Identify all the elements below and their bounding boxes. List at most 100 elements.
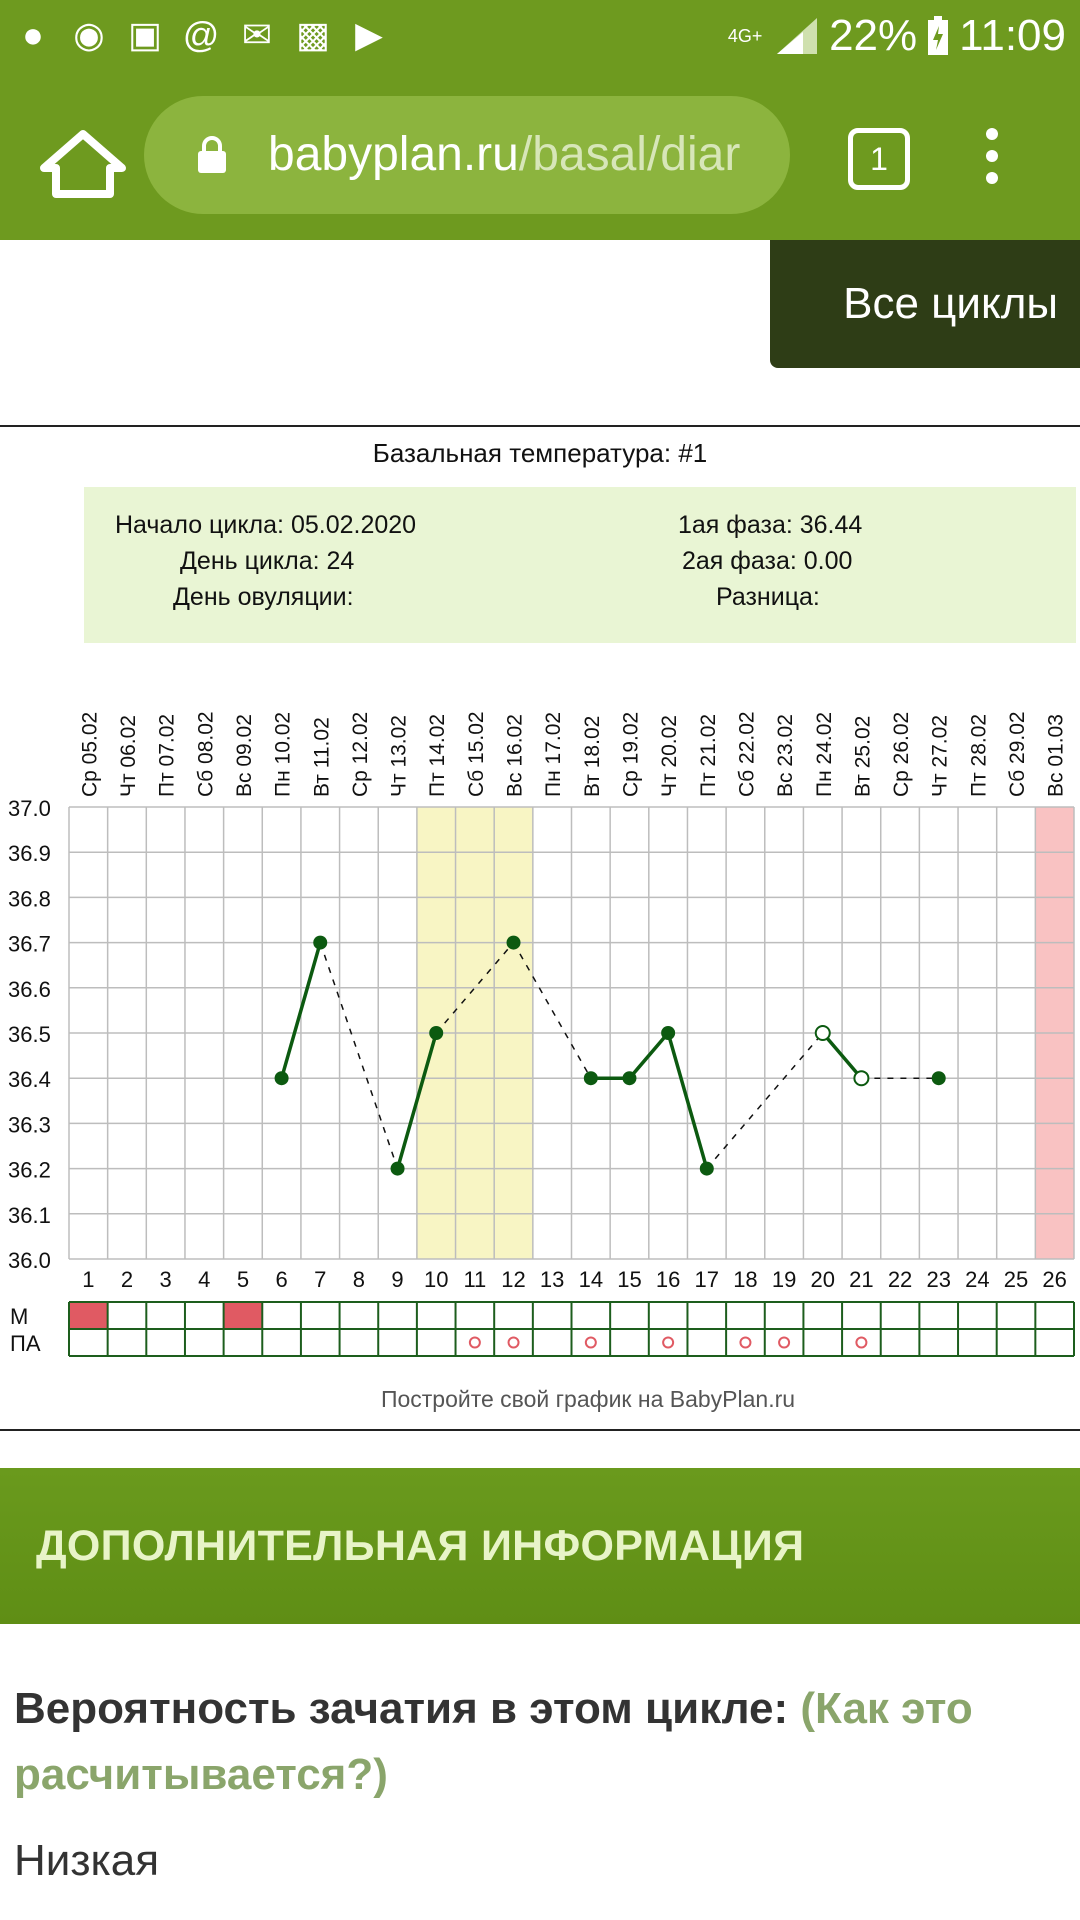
date-label: Вт 25.02 xyxy=(851,716,874,797)
day-number: 26 xyxy=(1042,1267,1066,1292)
intercourse-mark xyxy=(507,1336,520,1349)
date-label: Вт 18.02 xyxy=(581,716,604,797)
url-text: babyplan.ru/basal/diar xyxy=(268,96,764,214)
notification-icons: ● ◉ ▣ @ ✉ ▩ ▶ xyxy=(12,14,390,58)
temp-difference: Разница: xyxy=(716,583,820,611)
date-label: Вт 11.02 xyxy=(310,717,333,797)
date-label: Пн 17.02 xyxy=(542,712,565,797)
temperature-point xyxy=(622,1071,637,1086)
temperature-line xyxy=(279,942,322,1079)
date-label: Чт 20.02 xyxy=(658,715,681,797)
probability-help-link[interactable]: (Как это расчитывается?) xyxy=(14,1684,973,1799)
y-tick-label: 36.8 xyxy=(8,886,51,911)
date-label: Вс 09.02 xyxy=(233,714,256,797)
day-number: 4 xyxy=(198,1267,210,1292)
day-number: 16 xyxy=(656,1267,680,1292)
date-label: Чт 27.02 xyxy=(929,715,952,797)
intercourse-mark xyxy=(584,1336,597,1349)
menstruation-row-label: М xyxy=(10,1304,28,1329)
clock: 11:09 xyxy=(959,11,1066,60)
day-number: 14 xyxy=(579,1267,603,1292)
status-bar: ● ◉ ▣ @ ✉ ▩ ▶ 4G+ 22% 11:09 xyxy=(0,0,1080,74)
day-number: 18 xyxy=(733,1267,757,1292)
y-tick-label: 36.4 xyxy=(8,1067,51,1092)
temperature-point xyxy=(429,1026,444,1040)
day-number: 3 xyxy=(160,1267,172,1292)
day-number: 17 xyxy=(695,1267,719,1292)
lock-icon xyxy=(198,136,226,173)
temperature-point-open xyxy=(853,1070,870,1087)
bbt-chart-container: Базальная температура: #1 Начало цикла: 0… xyxy=(0,425,1080,1431)
tab-switcher-button[interactable]: 1 xyxy=(848,128,910,190)
intercourse-row-label: ПА xyxy=(10,1331,41,1356)
menstruation-mark xyxy=(69,1302,108,1329)
date-label: Ср 12.02 xyxy=(349,712,372,797)
date-label: Сб 22.02 xyxy=(735,711,758,797)
day-number: 24 xyxy=(965,1267,989,1292)
date-label: Пн 10.02 xyxy=(272,712,295,797)
cycle-info-box xyxy=(84,487,1076,643)
chart-title: Базальная температура: #1 xyxy=(373,438,707,468)
at-icon: @ xyxy=(182,14,220,55)
day-number: 5 xyxy=(237,1267,249,1292)
menu-dot xyxy=(986,150,998,162)
date-label: Пт 21.02 xyxy=(697,714,720,797)
date-label: Вс 01.03 xyxy=(1045,714,1068,797)
date-label: Пн 24.02 xyxy=(813,712,836,797)
day-number: 1 xyxy=(82,1267,94,1292)
y-tick-label: 36.2 xyxy=(8,1158,51,1183)
address-bar[interactable]: babyplan.ru/basal/diar xyxy=(144,96,790,214)
conception-probability: Вероятность зачатия в этом цикле: (Как э… xyxy=(14,1676,1054,1808)
home-icon[interactable] xyxy=(38,128,128,198)
day-number: 25 xyxy=(1004,1267,1028,1292)
battery-percent: 22% xyxy=(829,11,918,60)
cycle-start: Начало цикла: 05.02.2020 xyxy=(115,511,416,539)
day-number: 22 xyxy=(888,1267,912,1292)
probability-label: Вероятность зачатия в этом цикле: xyxy=(14,1684,789,1733)
date-label: Пт 28.02 xyxy=(967,714,990,797)
date-label: Сб 08.02 xyxy=(194,711,217,797)
temperature-point xyxy=(661,1026,676,1040)
temperature-point xyxy=(313,935,328,950)
temperature-line xyxy=(666,1032,709,1170)
phase1-temp: 1ая фаза: 36.44 xyxy=(678,511,862,539)
bbt-chart: Базальная температура: #1 Начало цикла: 0… xyxy=(8,438,1076,1412)
day-number: 10 xyxy=(424,1267,448,1292)
signal-icon xyxy=(777,18,818,54)
url-path: /basal/diar xyxy=(518,128,741,181)
all-cycles-button[interactable]: Все циклы xyxy=(770,240,1080,368)
browser-toolbar: ● ◉ ▣ @ ✉ ▩ ▶ 4G+ 22% 11:09 xyxy=(0,0,1080,240)
y-tick-label: 37.0 xyxy=(8,796,51,821)
date-label: Пт 07.02 xyxy=(156,714,179,797)
status-right: 4G+ 22% 11:09 xyxy=(725,8,1066,64)
overflow-menu-button[interactable] xyxy=(986,128,1000,184)
instagram-icon: ▣ xyxy=(127,14,162,55)
day-number: 6 xyxy=(275,1267,287,1292)
temperature-point xyxy=(583,1071,598,1086)
menu-dot xyxy=(986,128,998,140)
url-host: babyplan.ru xyxy=(268,128,519,181)
y-tick-label: 36.6 xyxy=(8,977,51,1002)
intercourse-mark xyxy=(855,1336,868,1349)
pinterest-icon: ● xyxy=(22,14,44,55)
dashed-connector xyxy=(706,1032,824,1170)
date-label: Ср 26.02 xyxy=(890,712,913,797)
date-label: Ср 05.02 xyxy=(78,712,101,797)
section-title: ДОПОЛНИТЕЛЬНАЯ ИНФОРМАЦИЯ xyxy=(36,1522,805,1570)
phase2-temp: 2ая фаза: 0.00 xyxy=(682,547,852,575)
day-number: 13 xyxy=(540,1267,564,1292)
dashed-connector xyxy=(319,942,399,1169)
date-label: Чт 06.02 xyxy=(117,715,140,797)
y-tick-label: 36.7 xyxy=(8,932,51,957)
temperature-point xyxy=(931,1071,946,1086)
intercourse-mark xyxy=(778,1336,791,1349)
dashed-connector xyxy=(512,942,592,1079)
day-number: 8 xyxy=(353,1267,365,1292)
temperature-point xyxy=(390,1161,405,1176)
temperature-line xyxy=(395,1032,438,1170)
chart-footer: Постройте свой график на BabyPlan.ru xyxy=(381,1386,795,1412)
date-label: Ср 19.02 xyxy=(619,712,642,797)
day-number: 2 xyxy=(121,1267,133,1292)
date-label: Сб 29.02 xyxy=(1006,711,1029,797)
temperature-point-open xyxy=(814,1025,831,1041)
